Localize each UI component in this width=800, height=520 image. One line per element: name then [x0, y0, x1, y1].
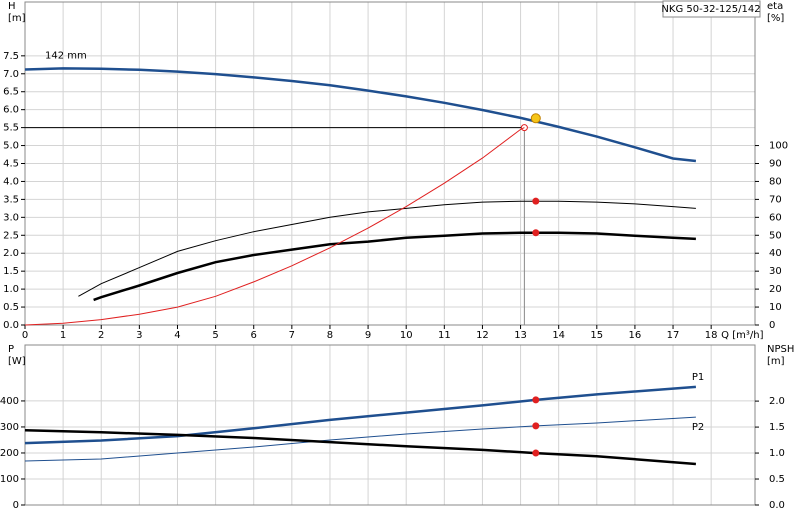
operating-point — [532, 449, 540, 457]
y-tick-label: 0 — [13, 500, 19, 511]
y2-tick-label: 20 — [769, 284, 782, 295]
y2-tick-label: 80 — [769, 176, 782, 187]
x-tick-label: 10 — [400, 330, 413, 341]
operating-point — [532, 229, 540, 237]
y-axis-label: [W] — [8, 356, 26, 367]
y-tick-label: 1.5 — [3, 266, 19, 277]
y2-axis-label: eta — [767, 1, 783, 12]
operating-point — [532, 422, 540, 430]
y-tick-label: 4.5 — [3, 159, 19, 170]
x-tick-label: 16 — [629, 330, 642, 341]
y-tick-label: 2.0 — [3, 248, 19, 259]
x-tick-label: 6 — [251, 330, 257, 341]
series-label: P1 — [692, 372, 704, 383]
y-tick-label: 400 — [0, 396, 19, 407]
y2-tick-label: 0 — [769, 320, 775, 331]
y2-tick-label: 1.0 — [769, 448, 785, 459]
y2-tick-label: 40 — [769, 248, 782, 259]
x-tick-label: 13 — [514, 330, 527, 341]
x-tick-label: 17 — [667, 330, 680, 341]
operating-point — [532, 396, 540, 404]
y2-tick-label: 2.0 — [769, 396, 785, 407]
y-tick-label: 0.0 — [3, 320, 19, 331]
series-line — [24, 127, 525, 326]
plots: 0.0 0.5 1.0 1.5 2.0 2.5 3.0 3.5 4.0 4.5 5.0 5.5 6.0 6… — [0, 1, 794, 511]
x-tick-label: 3 — [136, 330, 142, 341]
y2-tick-label: 1.5 — [769, 422, 785, 433]
y-tick-label: 300 — [0, 422, 19, 433]
series-line — [24, 428, 696, 466]
x-tick-label: 12 — [476, 330, 489, 341]
x-tick-label: 8 — [327, 330, 333, 341]
y-tick-label: 5.0 — [3, 141, 19, 152]
y-tick-label: 0.5 — [3, 302, 19, 313]
series-label: 142 mm — [45, 50, 87, 61]
y-tick-label: 100 — [0, 474, 19, 485]
x-tick-label: 1 — [60, 330, 66, 341]
chart-title: NKG 50-32-125/142 — [661, 4, 760, 15]
y-tick-label: 5.5 — [3, 123, 19, 134]
series-line — [24, 416, 696, 462]
plot: 0 100 200 300 400 0.0 0.5 1.0 1.5 2.0 P[W] NPSH[m] P… — [0, 344, 794, 511]
y-tick-label: 200 — [0, 448, 19, 459]
y2-axis-label: [m] — [767, 356, 785, 367]
y-tick-label: 3.0 — [3, 212, 19, 223]
series-line — [24, 67, 697, 163]
y2-tick-label: 60 — [769, 212, 782, 223]
x-tick-label: 2 — [98, 330, 104, 341]
y2-tick-label: 10 — [769, 302, 782, 313]
y2-tick-label: 0.0 — [769, 500, 785, 511]
x-tick-label: 15 — [590, 330, 603, 341]
y-tick-label: 7.5 — [3, 51, 19, 62]
y2-axis-label: NPSH — [767, 344, 794, 355]
x-tick-label: 18 — [705, 330, 718, 341]
series-line — [93, 231, 696, 302]
x-tick-label: 4 — [174, 330, 180, 341]
y2-tick-label: 100 — [769, 141, 788, 152]
x-tick-label: 14 — [552, 330, 565, 341]
series-line — [78, 200, 696, 297]
y-tick-label: 7.0 — [3, 69, 19, 80]
series-line — [24, 385, 696, 445]
y2-tick-label: 50 — [769, 230, 782, 241]
plot-frame — [24, 344, 756, 506]
x-tick-label: 11 — [438, 330, 451, 341]
x-tick-label: 7 — [289, 330, 295, 341]
y2-tick-label: 90 — [769, 159, 782, 170]
y-tick-label: 6.0 — [3, 105, 19, 116]
y-axis-label: [m] — [8, 13, 26, 24]
x-tick-label: 0 — [22, 330, 28, 341]
y-tick-label: 6.5 — [3, 87, 19, 98]
y-axis-label: H — [8, 1, 16, 12]
y2-tick-label: 0.5 — [769, 474, 785, 485]
y2-axis-label: [%] — [767, 13, 784, 24]
y-tick-label: 4.0 — [3, 176, 19, 187]
plot: 0.0 0.5 1.0 1.5 2.0 2.5 3.0 3.5 4.0 4.5 5.0 5.5 6.0 6… — [3, 1, 788, 341]
y2-tick-label: 30 — [769, 266, 782, 277]
series-label: P2 — [692, 422, 704, 433]
x-tick-label: 5 — [212, 330, 218, 341]
x-tick-label: 9 — [365, 330, 371, 341]
operating-point — [530, 113, 541, 124]
x-axis-label: Q [m³/h] — [721, 330, 763, 341]
y-tick-label: 3.5 — [3, 194, 19, 205]
operating-point — [532, 197, 540, 205]
y-tick-label: 2.5 — [3, 230, 19, 241]
y-axis-label: P — [8, 344, 14, 355]
y2-tick-label: 70 — [769, 194, 782, 205]
title-box — [662, 0, 761, 18]
y-tick-label: 1.0 — [3, 284, 19, 295]
